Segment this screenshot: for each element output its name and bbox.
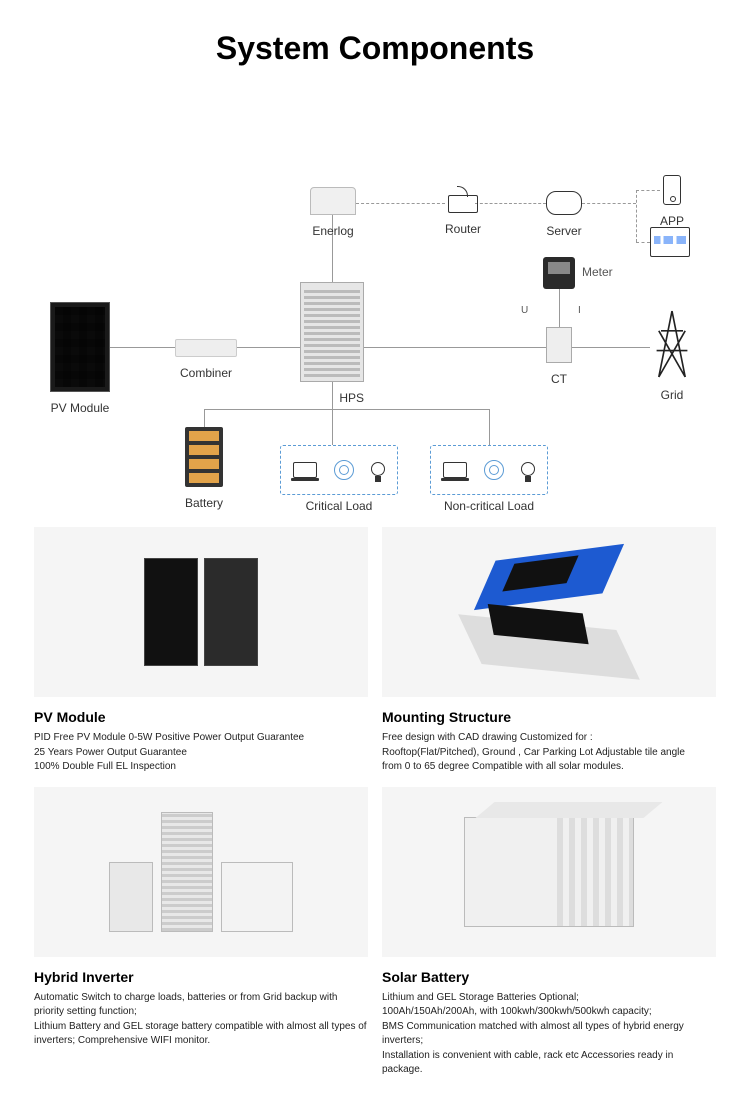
- ct-i-label: I: [578, 305, 581, 316]
- enerlog-label: Enerlog: [310, 224, 356, 238]
- card-image: [34, 787, 368, 957]
- ct-u-label: U: [521, 305, 528, 316]
- node-pv-module: PV Module: [50, 302, 110, 415]
- laptop-icon: [443, 462, 467, 478]
- hps-icon: [300, 282, 364, 382]
- battery-icon: [185, 427, 223, 487]
- node-server: Server: [546, 191, 582, 238]
- card-title: Mounting Structure: [382, 709, 716, 725]
- appliance-icon: [334, 460, 354, 480]
- app-label: APP: [660, 214, 684, 228]
- noncritical-load-label: Non-critical Load: [430, 499, 548, 513]
- node-critical-load: Critical Load: [280, 445, 398, 513]
- card-image: [382, 527, 716, 697]
- node-battery: Battery: [185, 427, 223, 510]
- card-title: PV Module: [34, 709, 368, 725]
- pv-module-label: PV Module: [50, 401, 110, 415]
- card-desc: Free design with CAD drawing Customized …: [382, 731, 716, 775]
- card-mounting-structure: Mounting Structure Free design with CAD …: [382, 527, 716, 775]
- ct-icon: [546, 327, 572, 363]
- node-ct: CT: [546, 327, 572, 386]
- node-router: Router: [445, 195, 481, 236]
- appliance-icon: [484, 460, 504, 480]
- node-meter: [543, 257, 575, 294]
- combiner-label: Combiner: [175, 366, 237, 380]
- pv-module-icon: [50, 302, 110, 392]
- node-hps: HPS: [300, 282, 364, 405]
- meter-label: Meter: [582, 265, 613, 279]
- bulb-icon: [371, 462, 385, 476]
- node-app: APP: [660, 175, 684, 228]
- card-title: Solar Battery: [382, 969, 716, 985]
- grid-tower-icon: [650, 309, 694, 379]
- node-grid: Grid: [650, 309, 694, 402]
- grid-label: Grid: [650, 388, 694, 402]
- critical-load-box: [280, 445, 398, 495]
- cloud-icon: [546, 191, 582, 215]
- router-icon: [448, 195, 478, 213]
- laptop-icon: [293, 462, 317, 478]
- card-solar-battery: Solar Battery Lithium and GEL Storage Ba…: [382, 787, 716, 1078]
- combiner-icon: [175, 339, 237, 357]
- critical-load-label: Critical Load: [280, 499, 398, 513]
- battery-label: Battery: [185, 496, 223, 510]
- card-image: [382, 787, 716, 957]
- card-desc: PID Free PV Module 0-5W Positive Power O…: [34, 731, 368, 775]
- bulb-icon: [521, 462, 535, 476]
- component-cards: PV Module PID Free PV Module 0-5W Positi…: [0, 527, 750, 1118]
- card-pv-module: PV Module PID Free PV Module 0-5W Positi…: [34, 527, 368, 775]
- enerlog-icon: [310, 187, 356, 215]
- router-label: Router: [445, 222, 481, 236]
- card-desc: Automatic Switch to charge loads, batter…: [34, 991, 368, 1049]
- noncritical-load-box: [430, 445, 548, 495]
- card-hybrid-inverter: Hybrid Inverter Automatic Switch to char…: [34, 787, 368, 1078]
- card-image: [34, 527, 368, 697]
- server-label: Server: [546, 224, 582, 238]
- node-app-screen: [650, 227, 690, 262]
- hps-label: HPS: [300, 391, 364, 405]
- card-title: Hybrid Inverter: [34, 969, 368, 985]
- meter-icon: [543, 257, 575, 289]
- node-noncritical-load: Non-critical Load: [430, 445, 548, 513]
- page-title: System Components: [0, 0, 750, 87]
- ct-label: CT: [546, 372, 572, 386]
- node-enerlog: Enerlog: [310, 187, 356, 238]
- card-desc: Lithium and GEL Storage Batteries Option…: [382, 991, 716, 1078]
- phone-icon: [663, 175, 681, 205]
- monitor-icon: [650, 227, 690, 257]
- node-combiner: Combiner: [175, 339, 237, 380]
- system-diagram: PV Module Combiner Enerlog Router Server…: [0, 87, 750, 487]
